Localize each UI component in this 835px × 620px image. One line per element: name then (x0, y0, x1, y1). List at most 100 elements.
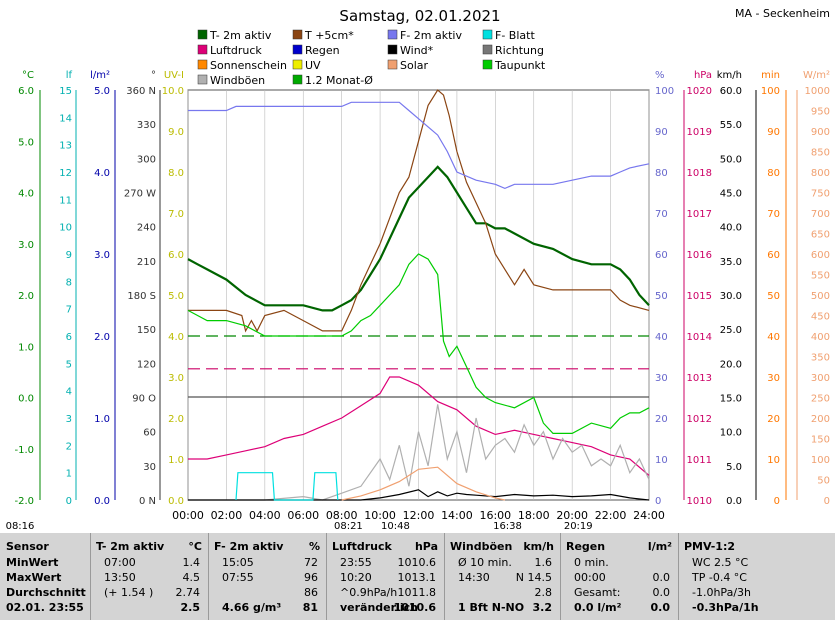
humidity-axis-tick: 0 (655, 496, 661, 507)
direction-axis-tick: 150 (137, 325, 156, 336)
humidity-axis-tick: 80 (655, 168, 668, 179)
pressure-axis-tick: 1020 (687, 86, 712, 97)
legend-label: Taupunkt (494, 59, 546, 72)
direction-axis-tick: 30 (143, 462, 156, 473)
stats-row: 07:55 96 (222, 571, 318, 584)
direction-axis-tick: 360 N (126, 86, 156, 97)
minutes-axis-tick: 50 (767, 291, 780, 302)
stats-row: -0.3hPa/1h (692, 601, 759, 614)
humidity-axis-tick: 30 (655, 373, 668, 384)
leaf-axis-tick: 3 (66, 414, 72, 425)
uv-axis-tick: 8.0 (168, 168, 184, 179)
rain-axis-tick: 1.0 (94, 414, 110, 425)
legend-swatch (387, 44, 398, 55)
uv-axis-tick: 5.0 (168, 291, 184, 302)
uv-axis-tick: 10.0 (162, 86, 184, 97)
wind-axis-tick: 15.0 (720, 394, 742, 405)
stats-header: PMV-1:2 (684, 540, 735, 553)
stats-row: veränderlich 1010.6 (340, 601, 436, 614)
x-tick: 06:00 (287, 509, 319, 522)
stats-row: MinWert (6, 556, 59, 569)
pressure-axis-tick: 1013 (687, 373, 712, 384)
solar-axis-tick: 800 (811, 168, 830, 179)
solar-axis-tick: 850 (811, 148, 830, 159)
legend-swatch (292, 59, 303, 70)
leaf-axis-tick: 7 (66, 305, 72, 316)
stats-row: 15:05 72 (222, 556, 318, 569)
solar-axis-tick: 500 (811, 291, 830, 302)
humidity-axis-tick: 70 (655, 209, 668, 220)
x-tick: 08:00 (326, 509, 358, 522)
minutes-axis-unit: min (761, 70, 780, 81)
rain-axis-tick: 0.0 (94, 496, 110, 507)
minutes-axis-tick: 30 (767, 373, 780, 384)
temp-axis-tick: -2.0 (14, 496, 34, 507)
x-tick: 10:00 (364, 509, 396, 522)
direction-axis-tick: 60 (143, 428, 156, 439)
series-line (187, 253, 650, 434)
stats-row: 0 min. (574, 556, 609, 569)
wind-axis-tick: 60.0 (720, 86, 742, 97)
wind-axis-tick: 50.0 (720, 154, 742, 165)
leaf-axis-tick: 15 (59, 86, 72, 97)
direction-axis-tick: 300 (137, 154, 156, 165)
wind-axis-unit: km/h (717, 70, 742, 81)
x-tick: 12:00 (403, 509, 435, 522)
wind-axis-tick: 10.0 (720, 428, 742, 439)
minutes-axis-tick: 0 (774, 496, 780, 507)
stats-row: Durchschnitt (6, 586, 86, 599)
stats-row: 2.5 (180, 601, 201, 614)
pressure-axis-tick: 1012 (687, 414, 712, 425)
legend-label: UV (305, 59, 321, 72)
uv-axis-tick: 3.0 (168, 373, 184, 384)
wind-axis-tick: 55.0 (720, 120, 742, 131)
humidity-axis-unit: % (655, 70, 665, 81)
rain-axis-tick: 5.0 (94, 86, 110, 97)
series-line (188, 404, 650, 501)
series-line (235, 472, 339, 501)
uv-axis-tick: 0.0 (168, 496, 184, 507)
wind-axis-tick: 35.0 (720, 257, 742, 268)
rain-axis-tick: 3.0 (94, 250, 110, 261)
solar-axis-tick: 100 (811, 455, 830, 466)
stats-row: 23:55 1010.6 (340, 556, 436, 569)
minutes-axis-tick: 60 (767, 250, 780, 261)
stats-header: T- 2m aktiv °C (96, 540, 202, 553)
temp-axis-tick: 2.0 (18, 291, 34, 302)
sun-marker: 16:38 (493, 521, 522, 532)
stats-header: Regen l/m² (566, 540, 672, 553)
minutes-axis-tick: 70 (767, 209, 780, 220)
stats-row: MaxWert (6, 571, 62, 584)
temp-axis-tick: 6.0 (18, 86, 34, 97)
grid: 00:00 02:00 04:00 06:00 08:00 10:00 12:00 14:00… (172, 90, 665, 522)
direction-axis-tick: 90 O (132, 394, 156, 405)
stats-row: 14:30 N 14.5 (458, 571, 552, 584)
stats-header: Luftdruck hPa (332, 540, 438, 553)
plot-series: 08:16 08:21 10:48 16:38 20:19 (6, 89, 650, 532)
series-line (188, 101, 650, 190)
solar-axis-tick: 600 (811, 250, 830, 261)
legend-label: Windböen (210, 74, 265, 87)
temp-axis-tick: 4.0 (18, 189, 34, 200)
wind-axis-tick: 45.0 (720, 189, 742, 200)
legend-swatch (482, 29, 493, 40)
x-tick: 04:00 (249, 509, 281, 522)
humidity-axis-tick: 100 (655, 86, 674, 97)
direction-axis-tick: 210 (137, 257, 156, 268)
leaf-axis-tick: 11 (59, 195, 72, 206)
stats-row: WC 2.5 °C (692, 556, 749, 569)
solar-axis-tick: 50 (817, 476, 830, 487)
stats-row: 0.0 l/m² 0.0 (574, 601, 670, 614)
x-tick: 16:00 (479, 509, 511, 522)
minutes-axis-tick: 100 (761, 86, 780, 97)
stats-table: Sensor MinWert MaxWert Durchschnitt 02.01. 2… (0, 533, 835, 620)
stats-row: Ø 10 min. 1.6 (458, 556, 552, 569)
pressure-axis-unit: hPa (694, 70, 712, 81)
legend-label: Sonnenschein (210, 59, 287, 72)
solar-axis-tick: 400 (811, 332, 830, 343)
humidity-axis-tick: 50 (655, 291, 668, 302)
legend-swatch (292, 44, 303, 55)
series-line (188, 376, 650, 476)
x-tick: 00:00 (172, 509, 204, 522)
humidity-axis-tick: 40 (655, 332, 668, 343)
